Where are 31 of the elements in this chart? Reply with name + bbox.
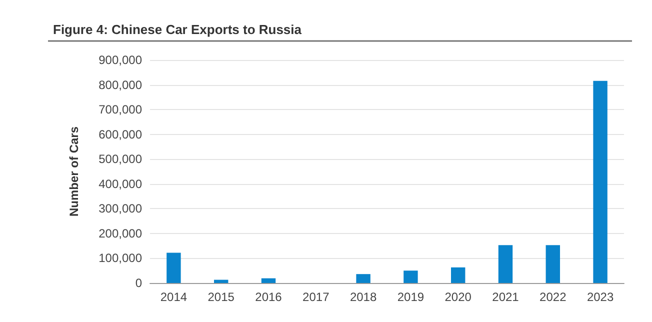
y-tick-label: 0 (135, 276, 142, 290)
y-tick-label: 800,000 (98, 78, 142, 92)
chart-title: Figure 4: Chinese Car Exports to Russia (53, 22, 302, 37)
bar (166, 252, 181, 283)
y-tick-label: 300,000 (98, 202, 142, 216)
x-tick-label: 2016 (255, 290, 282, 304)
y-tick-label: 100,000 (98, 251, 142, 266)
bar (214, 280, 228, 283)
y-tick-label: 200,000 (98, 226, 142, 240)
x-tick-label: 2018 (350, 290, 377, 304)
bar (261, 278, 276, 283)
y-axis-title: Number of Cars (67, 126, 81, 217)
x-tick-label: 2022 (540, 290, 567, 304)
y-tick-label: 900,000 (98, 53, 142, 67)
x-tick-label: 2021 (492, 290, 520, 304)
y-tick-label: 600,000 (98, 127, 142, 142)
bar (356, 274, 370, 283)
bar (593, 80, 608, 283)
x-tick-label: 2019 (397, 290, 424, 304)
x-tick-label: 2023 (586, 290, 614, 304)
bar (404, 270, 418, 283)
bar (546, 245, 560, 283)
bar (498, 245, 513, 283)
y-tick-label: 700,000 (98, 102, 142, 117)
y-tick-label: 500,000 (98, 152, 142, 166)
y-tick-label: 400,000 (98, 176, 142, 191)
x-tick-label: 2017 (302, 290, 330, 304)
x-tick-label: 2020 (444, 290, 472, 304)
x-tick-label: 2014 (160, 290, 188, 304)
x-tick-label: 2015 (208, 290, 235, 304)
bar (450, 267, 466, 283)
